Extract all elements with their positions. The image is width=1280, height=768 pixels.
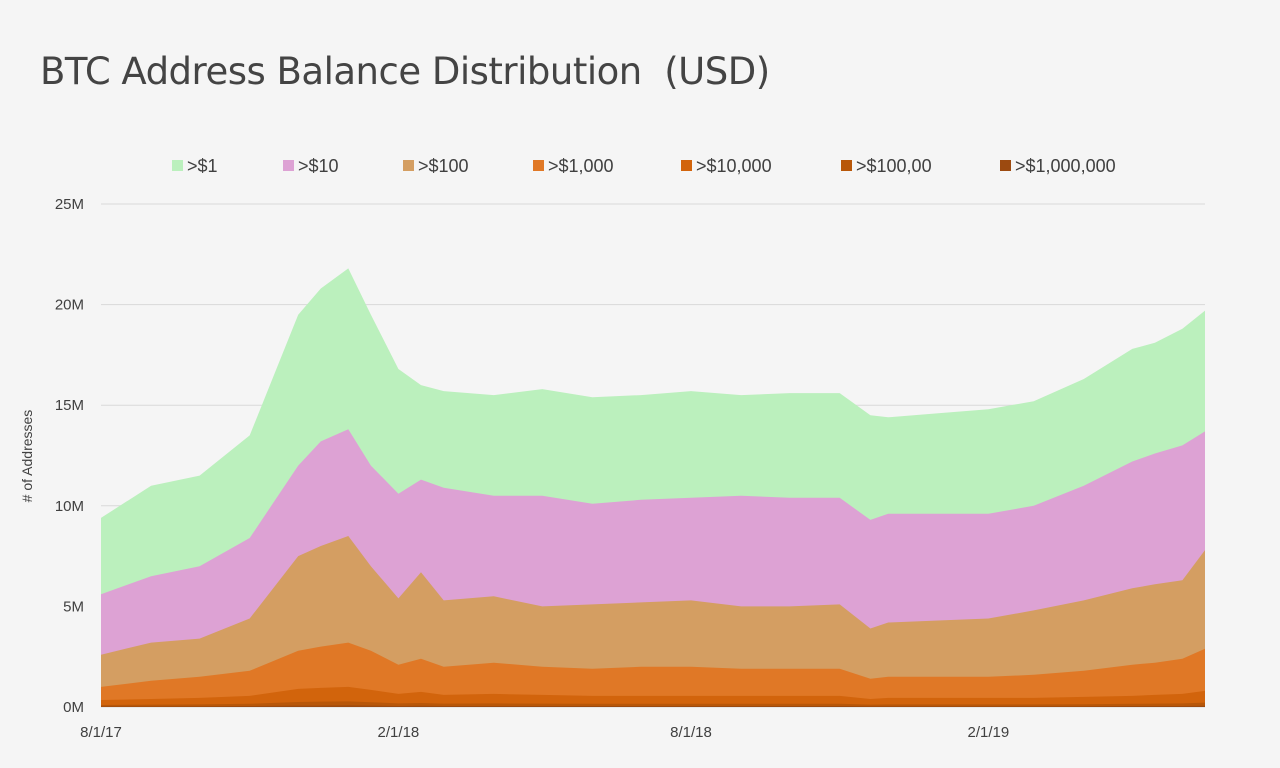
x-tick-label: 8/1/18 <box>670 724 712 741</box>
x-tick-label: 2/1/18 <box>378 724 420 741</box>
legend-item: >$100 <box>403 156 469 176</box>
legend-label: >$10,000 <box>696 156 772 176</box>
legend-label: >$1 <box>187 156 218 176</box>
y-tick-label: 15M <box>55 397 84 414</box>
x-tick-label: 2/1/19 <box>968 724 1010 741</box>
x-tick-label: 8/1/17 <box>80 724 122 741</box>
y-tick-label: 0M <box>63 699 84 716</box>
legend-swatch <box>403 160 414 171</box>
area-series-group <box>101 268 1205 707</box>
legend-swatch <box>841 160 852 171</box>
legend-label: >$1,000,000 <box>1015 156 1116 176</box>
legend-item: >$1,000,000 <box>1000 156 1116 176</box>
legend-item: >$10,000 <box>681 156 772 176</box>
legend-swatch <box>681 160 692 171</box>
legend-item: >$1,000 <box>533 156 614 176</box>
legend-swatch <box>283 160 294 171</box>
legend-swatch <box>172 160 183 171</box>
legend-label: >$10 <box>298 156 339 176</box>
y-tick-label: 20M <box>55 297 84 314</box>
area-series-5 <box>101 686 1205 707</box>
y-tick-label: 25M <box>55 196 84 213</box>
area-series-7 <box>101 705 1205 707</box>
y-tick-label: 5M <box>63 598 84 615</box>
legend-label: >$100 <box>418 156 469 176</box>
legend-swatch <box>533 160 544 171</box>
y-axis-title: # of Addresses <box>19 410 35 503</box>
legend-item: >$10 <box>283 156 339 176</box>
legend: >$1 >$10 >$100 >$1,000 >$10,000 >$100,00 >$1,0… <box>172 156 1116 176</box>
legend-item: >$1 <box>172 156 218 176</box>
y-axis-ticks: 0M 5M 10M 15M 20M 25M <box>55 196 84 716</box>
y-tick-label: 10M <box>55 498 84 515</box>
area-series-6 <box>101 701 1205 707</box>
legend-label: >$100,00 <box>856 156 932 176</box>
legend-label: >$1,000 <box>548 156 614 176</box>
legend-item: >$100,00 <box>841 156 932 176</box>
chart-title: BTC Address Balance Distribution (USD) <box>40 50 770 93</box>
legend-swatch <box>1000 160 1011 171</box>
x-axis-ticks: 8/1/17 2/1/18 8/1/18 2/1/19 <box>80 724 1009 741</box>
